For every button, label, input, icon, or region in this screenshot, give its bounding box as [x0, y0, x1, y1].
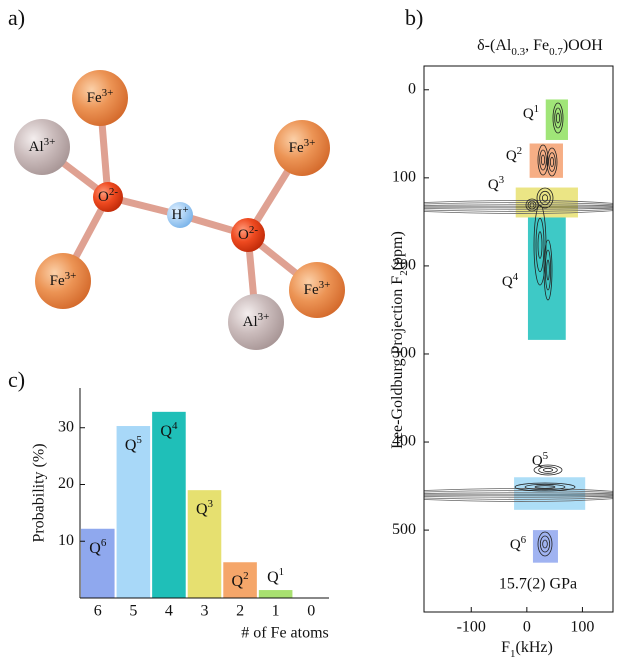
- bar-label-base: Q: [160, 423, 172, 440]
- figure: a)Fe3+Al3+O2-Fe3+H+O2-Fe3+Fe3+Al3+ b)δ-(…: [0, 0, 633, 662]
- bar: [152, 412, 186, 598]
- annotation: 15.7(2) GPa: [499, 576, 577, 593]
- atom-label-sup: 3+: [65, 270, 77, 282]
- y-tick-label: 500: [392, 521, 416, 538]
- region-label-sup: 4: [513, 271, 519, 283]
- chart-title: δ-(Al0.3, Fe0.7)OOH: [477, 37, 603, 58]
- x-tick-label: 6: [94, 603, 102, 620]
- chart-title-part: )OOH: [563, 37, 603, 54]
- y-tick-label: 10: [58, 532, 74, 549]
- x-tick-label: 0: [307, 603, 315, 620]
- x-axis-label-part: (kHz): [516, 639, 553, 656]
- atom-label-base: Fe: [87, 90, 102, 106]
- y-tick-label: 30: [58, 418, 74, 435]
- atom-label-sup: 2-: [109, 186, 119, 198]
- region: [514, 477, 585, 510]
- region-label-sup: 3: [499, 174, 505, 186]
- bar-label-base: Q: [89, 539, 101, 556]
- atom-label-sup: 3+: [304, 137, 316, 149]
- region-label: Q3: [488, 174, 505, 194]
- x-tick-label: 0: [523, 619, 531, 636]
- x-tick-label: 5: [129, 603, 137, 620]
- region-label: Q2: [506, 145, 522, 165]
- atom-label-base: Fe: [289, 140, 304, 156]
- atom-label-base: Al: [243, 314, 258, 330]
- y-axis-label: Probability (%): [31, 443, 48, 542]
- atom-label-base: O: [98, 189, 109, 205]
- atom-label-base: H: [171, 207, 182, 223]
- y-tick-label: 20: [58, 475, 74, 492]
- bar-label-sup: 6: [101, 536, 107, 548]
- atom-label-sup: 3+: [102, 87, 114, 99]
- x-tick-label: 4: [165, 603, 173, 620]
- x-axis-label: # of Fe atoms: [241, 625, 329, 642]
- y-axis-label-part: (ppm): [389, 231, 406, 270]
- atom-label-base: O: [238, 227, 249, 243]
- region-label-base: Q: [488, 177, 499, 193]
- x-tick-label: 1: [272, 603, 280, 620]
- x-tick-label: 3: [201, 603, 209, 620]
- x-tick-label: 100: [570, 619, 594, 636]
- atom-label-base: Fe: [304, 282, 319, 298]
- contour-line: [539, 467, 558, 474]
- contour-line: [543, 468, 552, 471]
- region-label-sup: 1: [534, 103, 540, 115]
- x-axis-label-part: F: [501, 639, 510, 656]
- panel-label: c): [8, 367, 25, 392]
- x-tick-label: 2: [236, 603, 244, 620]
- bar-label-base: Q: [125, 437, 137, 454]
- region-label: Q1: [523, 103, 539, 123]
- region-label-base: Q: [506, 148, 517, 164]
- region-label-sup: 6: [521, 534, 527, 546]
- bar: [259, 590, 293, 598]
- chart-title-part: δ-(Al: [477, 37, 512, 54]
- region: [528, 217, 566, 339]
- region-label-sup: 2: [517, 145, 523, 157]
- bar-label-base: Q: [196, 501, 208, 518]
- region-label-base: Q: [510, 537, 521, 553]
- region-label: Q6: [510, 534, 527, 554]
- bar-label: Q1: [267, 566, 284, 586]
- region-label-sup: 5: [543, 450, 549, 462]
- region-label: Q4: [502, 271, 519, 291]
- chart-title-part: 0.7: [549, 46, 563, 58]
- region: [533, 530, 558, 563]
- atom-label-sup: 3+: [44, 136, 56, 148]
- bar-label-sup: 4: [172, 419, 178, 431]
- y-tick-label: 100: [392, 169, 416, 186]
- x-axis-label: F1(kHz): [501, 639, 553, 660]
- bar-label-base: Q: [232, 573, 244, 590]
- y-axis-label-part: Lee-Goldburg Projection F: [389, 276, 406, 449]
- y-tick-label: 0: [408, 80, 416, 97]
- bar-label-sup: 5: [136, 434, 142, 446]
- bar-label-sup: 3: [208, 498, 214, 510]
- bar-label-sup: 1: [279, 566, 285, 578]
- atom-label-base: Al: [29, 139, 44, 155]
- bar-label-sup: 2: [243, 570, 249, 582]
- panel-label: a): [8, 5, 25, 30]
- atom-label-sup: 3+: [319, 279, 331, 291]
- region: [546, 99, 568, 140]
- chart-title-part: , Fe: [525, 37, 549, 54]
- chart-title-part: 0.3: [511, 46, 525, 58]
- atom-label-base: Fe: [50, 273, 65, 289]
- region-label-base: Q: [523, 106, 534, 122]
- bar-label-base: Q: [267, 569, 279, 586]
- atom-label-sup: +: [182, 204, 188, 216]
- panel-label: b): [405, 5, 423, 30]
- atom-label-sup: 2-: [249, 224, 259, 236]
- x-tick-label: -100: [457, 619, 486, 636]
- atom-label-sup: 3+: [258, 311, 270, 323]
- structure-diagram: a)Fe3+Al3+O2-Fe3+H+O2-Fe3+Fe3+Al3+: [8, 5, 345, 350]
- region-label-base: Q: [502, 274, 513, 290]
